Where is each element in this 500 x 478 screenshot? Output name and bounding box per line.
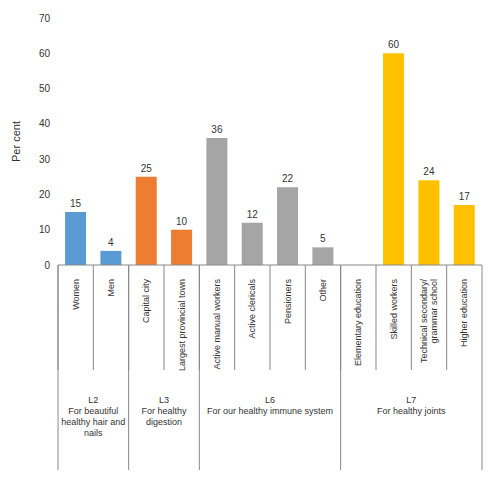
svg-text:40: 40 <box>39 118 51 129</box>
html-text:L7: L7 <box>406 395 417 405</box>
svg-text:5: 5 <box>320 233 326 244</box>
html-text:For beautiful healthy hair and: For beautiful healthy hair and nails <box>61 406 126 438</box>
svg-text:60: 60 <box>388 39 400 50</box>
svg-text:50: 50 <box>39 83 51 94</box>
svg-text:Largest provincial town: Largest provincial town <box>177 279 187 371</box>
svg-text:20: 20 <box>39 189 51 200</box>
svg-text:30: 30 <box>39 154 51 165</box>
svg-text:Active clericals: Active clericals <box>247 279 257 339</box>
svg-text:36: 36 <box>211 124 223 135</box>
svg-text:0: 0 <box>44 260 50 271</box>
svg-text:12: 12 <box>247 209 259 220</box>
svg-text:Men: Men <box>106 279 116 297</box>
svg-text:24: 24 <box>423 166 435 177</box>
svg-text:Higher education: Higher education <box>459 279 469 347</box>
svg-text:10: 10 <box>39 224 51 235</box>
svg-text:Other: Other <box>318 279 328 302</box>
svg-text:17: 17 <box>459 191 471 202</box>
svg-text:Active manual workers: Active manual workers <box>212 279 222 370</box>
html-text:For our healthy immune system: For our healthy immune system <box>207 406 333 416</box>
html-text:L6: L6 <box>265 395 275 405</box>
html-text:L2: L2 <box>88 395 99 405</box>
svg-text:Capital city: Capital city <box>141 279 151 324</box>
svg-text:25: 25 <box>141 163 153 174</box>
svg-text:Per cent: Per cent <box>10 121 22 162</box>
svg-text:10: 10 <box>176 216 188 227</box>
html-text:For healthy joints: For healthy joints <box>377 406 446 416</box>
svg-text:Women: Women <box>71 279 81 310</box>
svg-text:60: 60 <box>39 48 51 59</box>
svg-text:70: 70 <box>39 13 51 24</box>
svg-text:15: 15 <box>70 198 82 209</box>
svg-text:4: 4 <box>108 237 114 248</box>
svg-text:Technical secondary/grammar sc: Technical secondary/grammar school <box>419 279 439 364</box>
html-text:For healthy digestion: For healthy digestion <box>141 406 187 427</box>
svg-text:Skilled workers: Skilled workers <box>389 279 399 340</box>
html-text:L3: L3 <box>159 395 169 405</box>
svg-text:Pensioners: Pensioners <box>283 279 293 325</box>
svg-text:Elementary education: Elementary education <box>353 279 363 366</box>
svg-text:22: 22 <box>282 173 294 184</box>
